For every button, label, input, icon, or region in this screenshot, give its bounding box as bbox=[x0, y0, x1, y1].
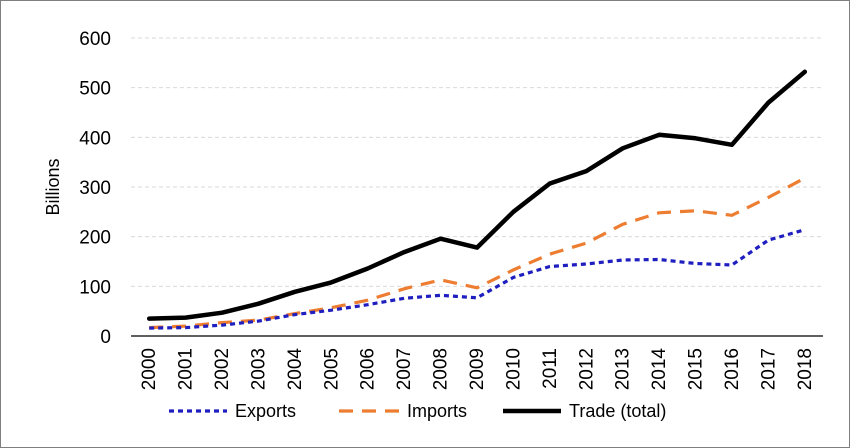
y-tick-label: 600 bbox=[79, 29, 111, 50]
y-tick-label: 500 bbox=[79, 79, 111, 100]
x-axis-ticks: 2000 2001 2002 2003 2004 2005 2006 2007 2008 2009… bbox=[139, 348, 816, 391]
y-tick-label: 200 bbox=[79, 228, 111, 249]
y-axis-label: Billions bbox=[43, 158, 63, 215]
x-tick-label: 2009 bbox=[467, 348, 488, 390]
legend-label: Exports bbox=[235, 401, 296, 421]
y-tick-label: 100 bbox=[79, 277, 111, 298]
x-tick-label: 2015 bbox=[686, 348, 707, 390]
x-tick-label: 2013 bbox=[613, 348, 634, 390]
x-tick-label: 2002 bbox=[212, 348, 233, 390]
x-tick-label: 2012 bbox=[576, 348, 597, 390]
y-tick-label: 0 bbox=[100, 327, 111, 348]
x-tick-label: 2007 bbox=[394, 348, 415, 390]
x-tick-label: 2014 bbox=[649, 348, 670, 391]
x-tick-label: 2018 bbox=[795, 348, 816, 390]
y-tick-label: 300 bbox=[79, 178, 111, 199]
x-tick-label: 2000 bbox=[139, 348, 160, 390]
x-tick-label: 2008 bbox=[431, 348, 452, 390]
legend: Exports Imports Trade (total) bbox=[169, 401, 666, 421]
x-tick-label: 2016 bbox=[722, 348, 743, 390]
y-tick-label: 400 bbox=[79, 128, 111, 149]
x-tick-label: 2017 bbox=[758, 348, 779, 390]
x-tick-label: 2003 bbox=[248, 348, 269, 390]
x-tick-label: 2004 bbox=[285, 348, 306, 391]
series-line-exports bbox=[149, 228, 806, 330]
legend-label: Imports bbox=[407, 401, 467, 421]
x-tick-label: 2010 bbox=[503, 348, 524, 390]
series-line-trade-total bbox=[146, 69, 808, 321]
x-tick-label: 2001 bbox=[176, 348, 197, 390]
x-tick-label: 2005 bbox=[321, 348, 342, 390]
x-tick-label: 2011 bbox=[540, 348, 561, 389]
gridlines bbox=[131, 37, 823, 287]
series-line-imports bbox=[149, 176, 806, 330]
x-tick-label: 2006 bbox=[358, 348, 379, 390]
series-lines bbox=[146, 69, 808, 330]
legend-label: Trade (total) bbox=[569, 401, 666, 421]
y-axis-ticks: 0 100 200 300 400 500 600 bbox=[79, 29, 111, 348]
